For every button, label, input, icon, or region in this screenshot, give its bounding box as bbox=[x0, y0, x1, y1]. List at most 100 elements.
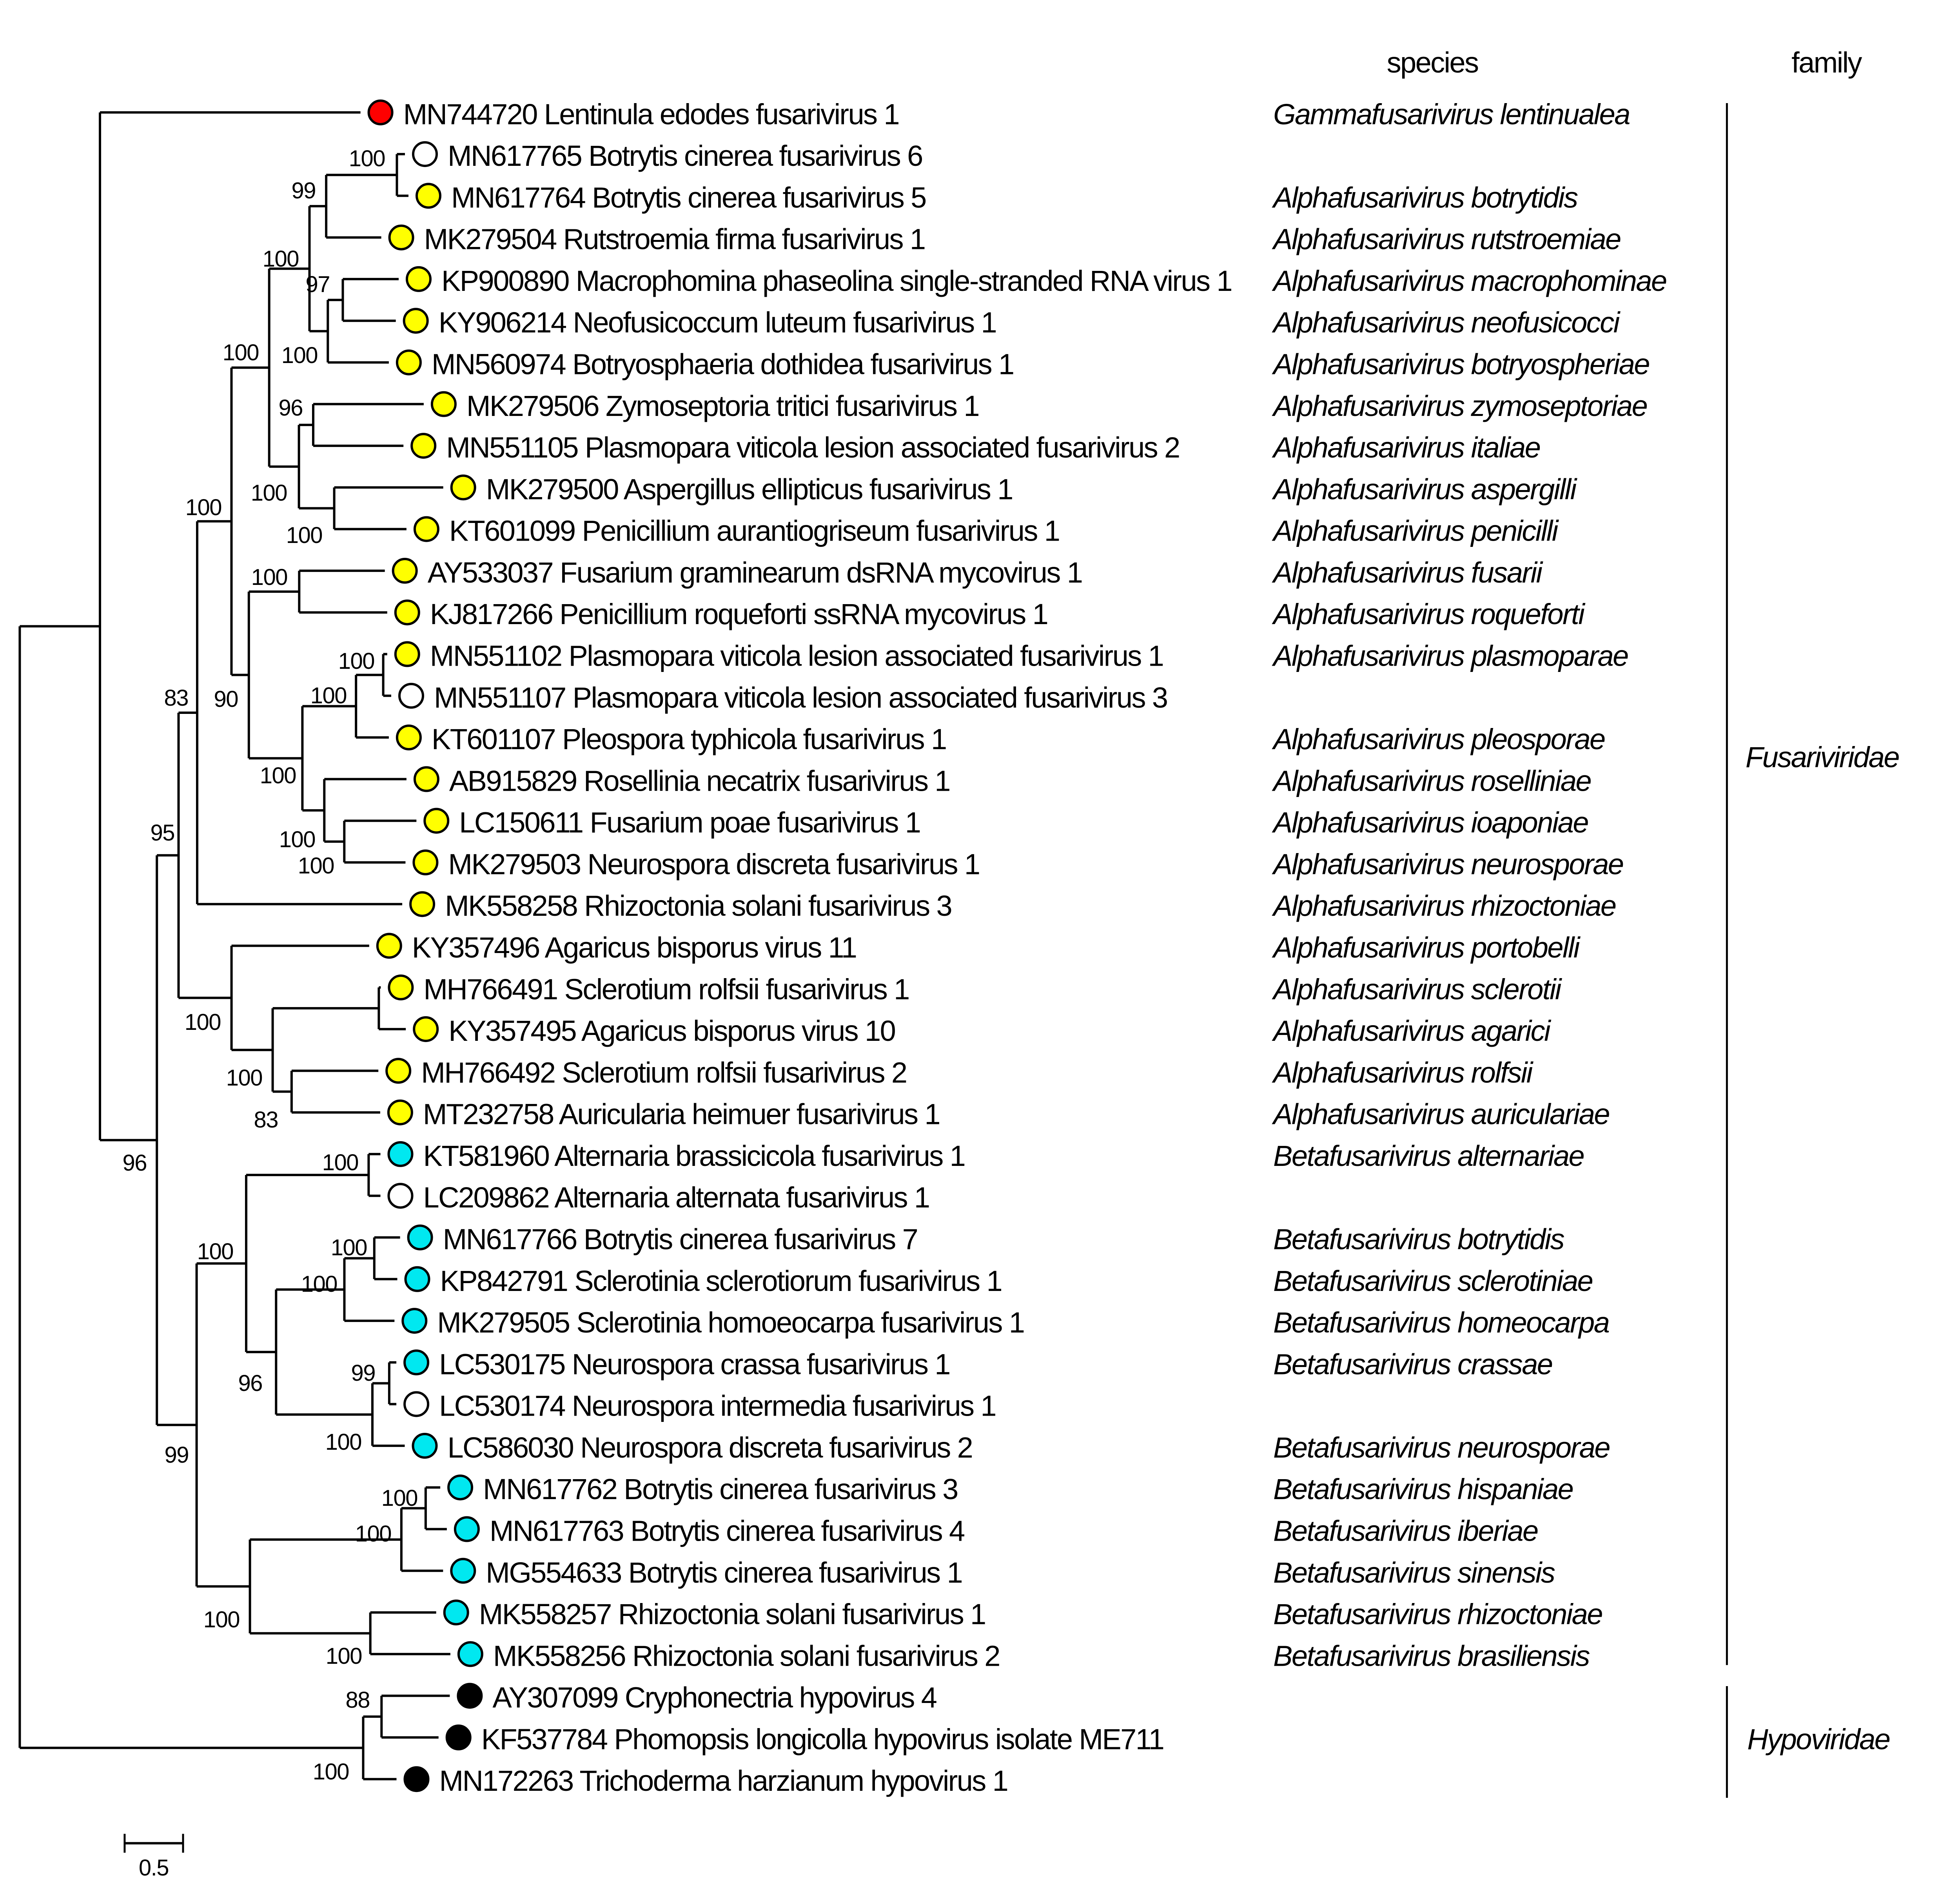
svg-text:100: 100 bbox=[310, 683, 347, 708]
svg-text:MG554633 Botrytis cinerea fusa: MG554633 Botrytis cinerea fusarivirus 1 bbox=[486, 1556, 962, 1589]
svg-text:83: 83 bbox=[254, 1107, 278, 1133]
svg-text:Betafusarivirus alternariae: Betafusarivirus alternariae bbox=[1273, 1140, 1584, 1172]
svg-text:family: family bbox=[1791, 46, 1862, 79]
svg-text:Gammafusarivirus lentinualea: Gammafusarivirus lentinualea bbox=[1273, 98, 1630, 131]
svg-text:LC530175 Neurospora crassa fus: LC530175 Neurospora crassa fusarivirus 1 bbox=[439, 1348, 950, 1380]
svg-text:LC530174 Neurospora intermedia: LC530174 Neurospora intermedia fusarivir… bbox=[439, 1390, 996, 1422]
svg-text:Hypoviridae: Hypoviridae bbox=[1747, 1723, 1890, 1756]
svg-text:100: 100 bbox=[251, 565, 287, 590]
svg-text:99: 99 bbox=[291, 178, 316, 203]
svg-text:MN551107 Plasmopara viticola l: MN551107 Plasmopara viticola lesion asso… bbox=[434, 681, 1167, 714]
svg-text:MH766491 Sclerotium rolfsii fu: MH766491 Sclerotium rolfsii fusarivirus … bbox=[423, 973, 909, 1006]
svg-text:100: 100 bbox=[279, 827, 315, 852]
svg-text:Alphafusarivirus penicilli: Alphafusarivirus penicilli bbox=[1272, 515, 1559, 547]
svg-text:Betafusarivirus brasiliensis: Betafusarivirus brasiliensis bbox=[1273, 1639, 1590, 1672]
svg-text:100: 100 bbox=[197, 1239, 233, 1264]
svg-text:MK279504 Rutstroemia firma fus: MK279504 Rutstroemia firma fusarivirus 1 bbox=[424, 223, 925, 256]
svg-text:KJ817266 Penicillium roquefort: KJ817266 Penicillium roqueforti ssRNA my… bbox=[430, 598, 1047, 630]
svg-text:Alphafusarivirus sclerotii: Alphafusarivirus sclerotii bbox=[1272, 973, 1563, 1006]
svg-text:Alphafusarivirus pleosporae: Alphafusarivirus pleosporae bbox=[1272, 723, 1605, 755]
svg-text:Betafusarivirus hispaniae: Betafusarivirus hispaniae bbox=[1273, 1473, 1573, 1505]
svg-text:88: 88 bbox=[345, 1687, 370, 1713]
svg-text:100: 100 bbox=[281, 343, 318, 368]
svg-text:MN744720 Lentinula edodes fusa: MN744720 Lentinula edodes fusarivirus 1 bbox=[403, 98, 899, 131]
svg-text:99: 99 bbox=[351, 1360, 375, 1386]
svg-text:Alphafusarivirus botrytidis: Alphafusarivirus botrytidis bbox=[1272, 181, 1578, 214]
svg-text:MN617763 Botrytis cinerea fusa: MN617763 Botrytis cinerea fusarivirus 4 bbox=[490, 1515, 964, 1547]
svg-text:Betafusarivirus crassae: Betafusarivirus crassae bbox=[1273, 1348, 1552, 1380]
svg-text:KF537784 Phomopsis longicolla: KF537784 Phomopsis longicolla hypovirus … bbox=[481, 1723, 1164, 1756]
svg-text:Alphafusarivirus auriculariae: Alphafusarivirus auriculariae bbox=[1272, 1098, 1609, 1131]
svg-text:100: 100 bbox=[223, 340, 259, 365]
svg-text:MK558257 Rhizoctonia solani fu: MK558257 Rhizoctonia solani fusarivirus … bbox=[479, 1598, 985, 1630]
svg-text:83: 83 bbox=[164, 685, 188, 711]
svg-text:100: 100 bbox=[355, 1521, 391, 1547]
svg-text:Alphafusarivirus italiae: Alphafusarivirus italiae bbox=[1272, 431, 1540, 464]
svg-text:97: 97 bbox=[305, 272, 330, 297]
svg-text:Alphafusarivirus plasmoparae: Alphafusarivirus plasmoparae bbox=[1272, 640, 1628, 672]
svg-text:96: 96 bbox=[122, 1150, 147, 1176]
svg-text:100: 100 bbox=[251, 480, 287, 506]
svg-text:Alphafusarivirus rolfsii: Alphafusarivirus rolfsii bbox=[1272, 1056, 1534, 1089]
svg-text:MK558258 Rhizoctonia solani fu: MK558258 Rhizoctonia solani fusarivirus … bbox=[445, 890, 951, 922]
svg-text:MK279500 Aspergillus ellipticu: MK279500 Aspergillus ellipticus fusarivi… bbox=[486, 473, 1013, 505]
svg-text:KT581960 Alternaria brassicico: KT581960 Alternaria brassicicola fusariv… bbox=[423, 1140, 965, 1172]
svg-text:Betafusarivirus homeocarpa: Betafusarivirus homeocarpa bbox=[1273, 1306, 1609, 1339]
svg-text:0.5: 0.5 bbox=[139, 1855, 169, 1881]
svg-text:Alphafusarivirus zymoseptoriae: Alphafusarivirus zymoseptoriae bbox=[1272, 390, 1647, 422]
svg-text:AB915829 Rosellinia necatrix f: AB915829 Rosellinia necatrix fusarivirus… bbox=[449, 764, 950, 797]
svg-text:100: 100 bbox=[301, 1271, 337, 1297]
svg-text:Alphafusarivirus ioaponiae: Alphafusarivirus ioaponiae bbox=[1272, 806, 1588, 839]
svg-text:Betafusarivirus rhizoctoniae: Betafusarivirus rhizoctoniae bbox=[1273, 1598, 1602, 1630]
svg-text:MN617765 Botrytis cinerea fusa: MN617765 Botrytis cinerea fusarivirus 6 bbox=[448, 140, 922, 172]
svg-text:100: 100 bbox=[322, 1150, 358, 1175]
svg-text:100: 100 bbox=[203, 1607, 240, 1632]
svg-text:Alphafusarivirus fusarii: Alphafusarivirus fusarii bbox=[1272, 556, 1543, 589]
svg-text:100: 100 bbox=[349, 146, 385, 171]
svg-text:KT601107 Pleospora typhicola f: KT601107 Pleospora typhicola fusarivirus… bbox=[432, 723, 946, 755]
svg-text:LC209862 Alternaria alternata: LC209862 Alternaria alternata fusariviru… bbox=[423, 1181, 929, 1214]
svg-text:100: 100 bbox=[286, 523, 322, 548]
svg-text:Betafusarivirus iberiae: Betafusarivirus iberiae bbox=[1273, 1515, 1538, 1547]
svg-text:100: 100 bbox=[326, 1643, 362, 1669]
svg-text:96: 96 bbox=[278, 395, 303, 421]
svg-text:MN617764 Botrytis cinerea fusa: MN617764 Botrytis cinerea fusarivirus 5 bbox=[451, 181, 926, 214]
svg-text:KP842791 Sclerotinia sclerotio: KP842791 Sclerotinia sclerotiorum fusari… bbox=[440, 1265, 1002, 1297]
svg-text:AY533037 Fusarium graminearum: AY533037 Fusarium graminearum dsRNA myco… bbox=[428, 556, 1082, 589]
svg-text:MK279503 Neurospora discreta f: MK279503 Neurospora discreta fusarivirus… bbox=[448, 848, 979, 881]
svg-text:100: 100 bbox=[263, 246, 299, 272]
svg-text:Alphafusarivirus botryospheria: Alphafusarivirus botryospheriae bbox=[1272, 348, 1649, 381]
svg-text:KP900890 Macrophomina phaseoli: KP900890 Macrophomina phaseolina single-… bbox=[441, 265, 1232, 297]
svg-text:96: 96 bbox=[238, 1371, 262, 1396]
svg-text:species: species bbox=[1387, 46, 1478, 79]
svg-text:Betafusarivirus neurosporae: Betafusarivirus neurosporae bbox=[1273, 1431, 1610, 1464]
svg-text:MN560974 Botryosphaeria dothid: MN560974 Botryosphaeria dothidea fusariv… bbox=[432, 348, 1014, 381]
svg-text:MN172263 Trichoderma harzianum: MN172263 Trichoderma harzianum hypovirus… bbox=[439, 1765, 1008, 1797]
svg-text:MN617762 Botrytis cinerea fusa: MN617762 Botrytis cinerea fusarivirus 3 bbox=[483, 1473, 958, 1505]
svg-text:Alphafusarivirus roselliniae: Alphafusarivirus roselliniae bbox=[1272, 764, 1591, 797]
svg-text:Betafusarivirus sinensis: Betafusarivirus sinensis bbox=[1273, 1556, 1555, 1589]
svg-text:Alphafusarivirus roqueforti: Alphafusarivirus roqueforti bbox=[1272, 598, 1586, 630]
svg-text:100: 100 bbox=[185, 495, 221, 520]
svg-text:Alphafusarivirus macrophominae: Alphafusarivirus macrophominae bbox=[1272, 265, 1666, 297]
svg-text:Alphafusarivirus agarici: Alphafusarivirus agarici bbox=[1272, 1015, 1552, 1047]
svg-text:MN551102 Plasmopara viticola l: MN551102 Plasmopara viticola lesion asso… bbox=[430, 640, 1163, 672]
svg-text:LC150611 Fusarium poae fusariv: LC150611 Fusarium poae fusarivirus 1 bbox=[459, 806, 920, 839]
svg-text:MK279505 Sclerotinia homoeocar: MK279505 Sclerotinia homoeocarpa fusariv… bbox=[437, 1306, 1024, 1339]
svg-text:KY357496 Agaricus bisporus vir: KY357496 Agaricus bisporus virus 11 bbox=[412, 931, 856, 964]
svg-text:MH766492 Sclerotium rolfsii fu: MH766492 Sclerotium rolfsii fusarivirus … bbox=[421, 1056, 906, 1089]
svg-text:Alphafusarivirus portobelli: Alphafusarivirus portobelli bbox=[1272, 931, 1581, 964]
svg-text:90: 90 bbox=[214, 686, 238, 712]
svg-text:100: 100 bbox=[338, 648, 374, 674]
svg-text:LC586030 Neurospora discreta f: LC586030 Neurospora discreta fusarivirus… bbox=[448, 1431, 973, 1464]
svg-text:Alphafusarivirus neofusicocci: Alphafusarivirus neofusicocci bbox=[1272, 306, 1621, 339]
svg-text:Alphafusarivirus aspergilli: Alphafusarivirus aspergilli bbox=[1272, 473, 1578, 505]
svg-text:KY906214 Neofusicoccum luteum: KY906214 Neofusicoccum luteum fusariviru… bbox=[439, 306, 996, 339]
svg-text:100: 100 bbox=[313, 1759, 349, 1785]
svg-text:MK279506 Zymoseptoria tritici: MK279506 Zymoseptoria tritici fusariviru… bbox=[466, 390, 979, 422]
svg-text:MK558256 Rhizoctonia solani fu: MK558256 Rhizoctonia solani fusarivirus … bbox=[493, 1639, 1000, 1672]
svg-text:Alphafusarivirus rutstroemiae: Alphafusarivirus rutstroemiae bbox=[1272, 223, 1621, 256]
svg-text:100: 100 bbox=[381, 1485, 417, 1511]
svg-text:Alphafusarivirus rhizoctoniae: Alphafusarivirus rhizoctoniae bbox=[1272, 890, 1616, 922]
svg-text:MT232758 Auricularia heimuer f: MT232758 Auricularia heimuer fusarivirus… bbox=[423, 1098, 940, 1131]
